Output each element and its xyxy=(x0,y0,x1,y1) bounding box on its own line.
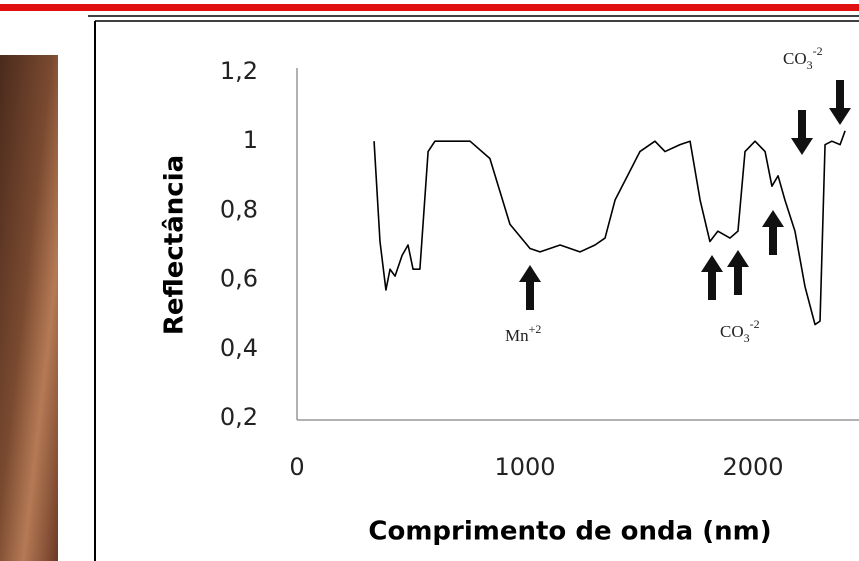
annotation-sup: -2 xyxy=(750,317,760,331)
annotation: Mn+2 xyxy=(505,322,541,345)
annotation-text: CO xyxy=(783,49,807,68)
annotation: CO3-2 xyxy=(720,317,760,345)
page: Reflectância Comprimento de onda (nm) Mn… xyxy=(0,0,859,561)
y-tick-label: 0,6 xyxy=(220,265,258,293)
chart: Reflectância Comprimento de onda (nm) Mn… xyxy=(0,0,859,561)
annotation-sub: 3 xyxy=(807,58,813,72)
arrow xyxy=(762,210,784,255)
y-tick-label: 1 xyxy=(243,126,258,154)
x-axis-label: Comprimento de onda (nm) xyxy=(368,517,771,547)
arrow xyxy=(829,80,851,125)
arrow xyxy=(791,110,813,155)
header-bar xyxy=(0,4,859,11)
arrow xyxy=(701,255,723,300)
annotation-text: CO xyxy=(720,322,744,341)
y-tick-label: 1,2 xyxy=(220,57,258,85)
x-tick-label: 2000 xyxy=(722,453,783,481)
x-tick-label: 1000 xyxy=(494,453,555,481)
arrow xyxy=(519,265,541,310)
y-tick-label: 0,4 xyxy=(220,334,258,362)
annotation-sup: -2 xyxy=(813,44,823,58)
y-tick-label: 0,8 xyxy=(220,195,258,223)
arrow xyxy=(727,250,749,295)
photo xyxy=(0,55,58,561)
x-tick-label: 0 xyxy=(289,453,304,481)
annotation: CO3-2 xyxy=(783,44,823,72)
annotation-sub: 3 xyxy=(744,331,750,345)
annotation-text: Mn xyxy=(505,326,529,345)
arrows xyxy=(519,80,851,310)
annotation-sup: +2 xyxy=(529,322,542,336)
y-tick-label: 0,2 xyxy=(220,403,258,431)
y-axis-label: Reflectância xyxy=(160,155,190,335)
